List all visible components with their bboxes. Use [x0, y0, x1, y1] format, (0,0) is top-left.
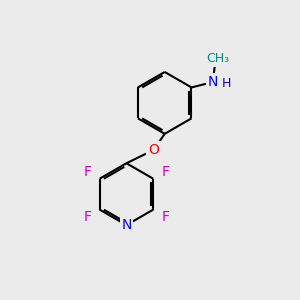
Text: F: F — [161, 165, 169, 178]
Text: F: F — [161, 210, 169, 224]
Text: O: O — [148, 143, 159, 157]
Text: O: O — [148, 143, 159, 157]
Text: N: N — [121, 218, 132, 232]
Text: H: H — [222, 77, 232, 90]
Text: F: F — [83, 165, 92, 178]
Text: F: F — [83, 210, 92, 224]
Text: CH₃: CH₃ — [206, 52, 229, 65]
Text: N: N — [208, 75, 218, 89]
